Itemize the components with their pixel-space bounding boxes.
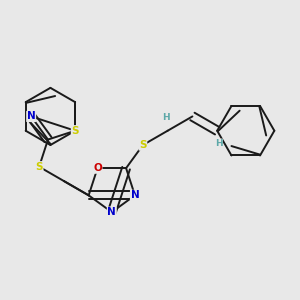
- Text: S: S: [139, 140, 147, 150]
- Text: N: N: [107, 207, 116, 217]
- Text: H: H: [215, 139, 222, 148]
- Text: N: N: [27, 111, 35, 122]
- Text: O: O: [93, 163, 102, 173]
- Text: S: S: [71, 126, 79, 136]
- Text: S: S: [35, 162, 43, 172]
- Text: N: N: [130, 190, 139, 200]
- Text: H: H: [162, 113, 170, 122]
